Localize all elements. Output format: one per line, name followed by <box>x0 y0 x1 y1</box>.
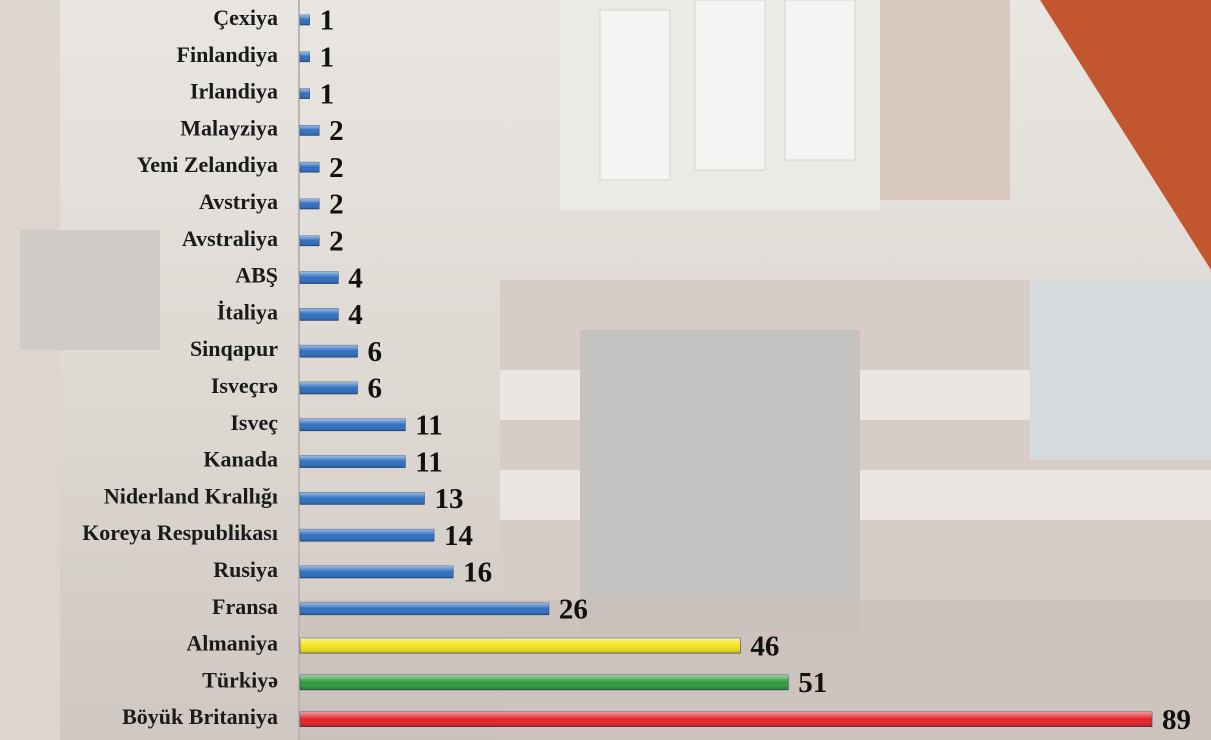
bar-shine <box>300 603 549 615</box>
bar-shine <box>300 638 740 653</box>
value-label: 1 <box>320 5 335 37</box>
value-label: 26 <box>559 593 588 625</box>
value-label: 11 <box>415 446 442 478</box>
category-label: Irlandiya <box>190 79 278 104</box>
value-label: 6 <box>367 336 382 368</box>
category-label: ABŞ <box>235 263 278 288</box>
bar-shine <box>300 566 453 578</box>
value-label: 13 <box>434 483 463 515</box>
category-label: Fransa <box>212 594 278 619</box>
value-label: 2 <box>329 225 344 257</box>
bar-shine <box>300 345 357 357</box>
background-photo <box>0 0 1211 740</box>
bar-shine <box>300 529 434 541</box>
bar-shine <box>300 125 319 135</box>
category-label: Sinqapur <box>190 336 278 361</box>
value-label: 89 <box>1162 704 1191 736</box>
value-label: 14 <box>444 520 473 552</box>
bar-shine <box>300 712 1152 727</box>
bar-shine <box>300 675 788 690</box>
category-label: Niderland Krallığı <box>104 483 278 508</box>
value-label: 2 <box>329 115 344 147</box>
value-label: 4 <box>348 299 363 331</box>
bar-shine <box>300 382 357 394</box>
category-label: İtaliya <box>217 299 278 324</box>
value-label: 6 <box>367 373 382 405</box>
bar-shine <box>300 199 319 209</box>
category-label: Türkiyə <box>202 667 278 692</box>
category-label: Avstriya <box>199 189 278 214</box>
bar-shine <box>300 456 405 468</box>
category-label: Çexiya <box>213 5 278 30</box>
category-label: Koreya Respublikası <box>82 520 278 545</box>
value-label: 11 <box>415 409 442 441</box>
category-label: Isveç <box>230 410 278 435</box>
bar-shine <box>300 492 424 504</box>
category-label: Malayziya <box>180 115 278 140</box>
category-label: Almaniya <box>186 631 278 656</box>
category-label: Finlandiya <box>177 42 278 67</box>
category-label: Avstraliya <box>182 226 278 251</box>
bar-shine <box>300 52 310 62</box>
bar-shine <box>300 162 319 172</box>
value-label: 1 <box>320 41 335 73</box>
bar-shine <box>300 272 338 284</box>
value-label: 2 <box>329 152 344 184</box>
category-label: Rusiya <box>213 557 278 582</box>
value-label: 1 <box>320 78 335 110</box>
category-label: Kanada <box>203 447 278 472</box>
bar-shine <box>300 89 310 99</box>
bar-shine <box>300 419 405 431</box>
category-label: Yeni Zelandiya <box>137 152 278 177</box>
category-label: Isveçrə <box>211 373 278 398</box>
value-label: 51 <box>798 667 827 699</box>
value-label: 46 <box>750 630 779 662</box>
value-label: 4 <box>348 262 363 294</box>
bar-shine <box>300 236 319 246</box>
value-label: 2 <box>329 189 344 221</box>
value-label: 16 <box>463 557 492 589</box>
bar-shine <box>300 308 338 320</box>
chart: Çexiya 1 Finlandiya 1 Irlandiya 1 Malayziya 2 Ye… <box>0 0 1211 740</box>
category-label: Böyük Britaniya <box>122 704 278 729</box>
bar-shine <box>300 15 310 25</box>
